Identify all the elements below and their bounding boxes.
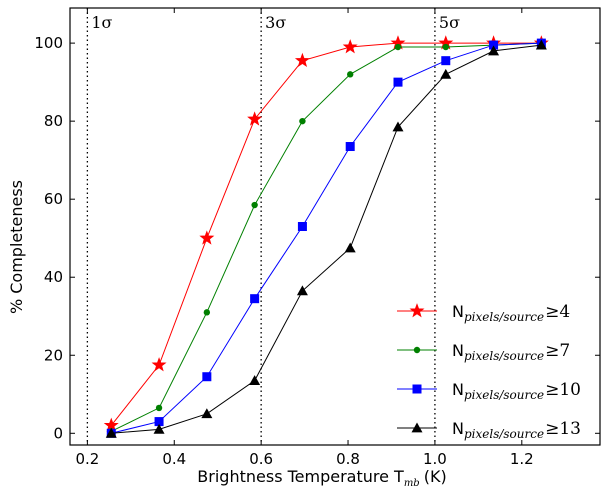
data-point (342, 39, 358, 54)
sigma-label-1: 1σ (91, 13, 112, 32)
data-point (199, 230, 215, 245)
legend-entry-sub: pixels/source (464, 388, 544, 402)
legend-entry-name: N (452, 302, 464, 321)
data-point (488, 45, 500, 56)
series-line-3 (111, 42, 542, 434)
legend-entry-sub: pixels/source (464, 310, 544, 324)
data-point (345, 142, 355, 152)
data-point (394, 43, 402, 51)
data-point (250, 294, 260, 304)
data-point (441, 56, 451, 66)
x-tick-label: 0.6 (249, 450, 273, 468)
series-4 (105, 39, 547, 438)
y-tick-label: 40 (44, 268, 63, 286)
data-point (247, 111, 263, 126)
legend-entry-4: Npixels/source≥13 (452, 419, 581, 441)
data-point (347, 71, 354, 78)
data-point (201, 408, 213, 419)
legend-entry-name: N (452, 341, 464, 360)
x-tick-label: 1.0 (423, 450, 447, 468)
data-point (392, 121, 404, 132)
data-point (297, 222, 307, 231)
legend-entry-1: Npixels/source≥4 (452, 302, 570, 324)
data-point (151, 357, 167, 372)
series-3 (106, 38, 546, 438)
data-point (442, 43, 449, 51)
legend-entry-sub: pixels/source (464, 427, 544, 441)
legend-entry-rel: ≥7 (545, 341, 570, 361)
legend-entry-rel: ≥4 (545, 302, 570, 322)
legend-entry-3: Npixels/source≥10 (452, 380, 581, 402)
legend-marker-1 (409, 303, 425, 318)
data-point (203, 309, 211, 316)
y-tick-label: 100 (34, 34, 63, 52)
y-tick-label: 80 (44, 112, 63, 130)
legend-entry-2: Npixels/source≥7 (452, 341, 570, 363)
series-layer (103, 35, 549, 438)
y-axis: 0 20 40 60 80 100 (34, 34, 600, 442)
data-point (296, 285, 308, 296)
legend-entry-name: N (452, 419, 464, 438)
series-1 (103, 35, 549, 432)
data-point (202, 372, 212, 382)
x-tick-label: 1.2 (510, 450, 534, 468)
data-point (440, 68, 452, 79)
series-2 (108, 39, 545, 435)
data-point (155, 404, 163, 412)
x-axis-label-sub: mb (404, 478, 420, 487)
plot-frame (69, 7, 601, 446)
x-axis-label: Brightness Temperature Tmb (K) (197, 467, 446, 487)
sigma-reference-lines: 1σ 3σ 5σ (86, 8, 460, 445)
legend: Npixels/source≥4Npixels/source≥7Npixels/… (397, 302, 581, 441)
series-line-2 (111, 42, 542, 432)
y-tick-label: 60 (44, 190, 63, 208)
data-point (535, 39, 547, 50)
y-tick-label: 20 (44, 346, 63, 364)
legend-marker-3 (412, 384, 422, 394)
data-point (393, 77, 403, 87)
x-axis-label-unit: (K) (424, 467, 447, 486)
data-point (344, 242, 356, 253)
series-line-1 (110, 42, 542, 426)
y-axis-label: % Completeness (7, 180, 26, 314)
data-point (251, 201, 258, 209)
data-point (154, 417, 164, 427)
legend-entry-name: N (452, 380, 464, 399)
data-point (249, 375, 261, 386)
data-point (153, 423, 165, 434)
x-axis: 0.2 0.4 0.6 0.8 1.0 1.2 (75, 8, 534, 468)
legend-entry-rel: ≥13 (545, 419, 581, 439)
sigma-label-2: 3σ (265, 13, 286, 32)
legend-entry-rel: ≥10 (545, 380, 581, 400)
legend-marker-2 (413, 346, 421, 354)
sigma-label-3: 5σ (439, 13, 460, 32)
data-point (299, 117, 306, 125)
data-point (489, 40, 499, 50)
data-point (294, 52, 310, 68)
data-point (105, 427, 117, 438)
legend-marker-4 (411, 422, 423, 433)
y-tick-label: 0 (53, 424, 63, 442)
series-line-4 (111, 44, 542, 434)
legend-entry-sub: pixels/source (464, 349, 544, 363)
x-tick-label: 0.8 (336, 450, 360, 468)
x-tick-label: 0.2 (75, 450, 99, 468)
x-tick-label: 0.4 (162, 450, 186, 468)
